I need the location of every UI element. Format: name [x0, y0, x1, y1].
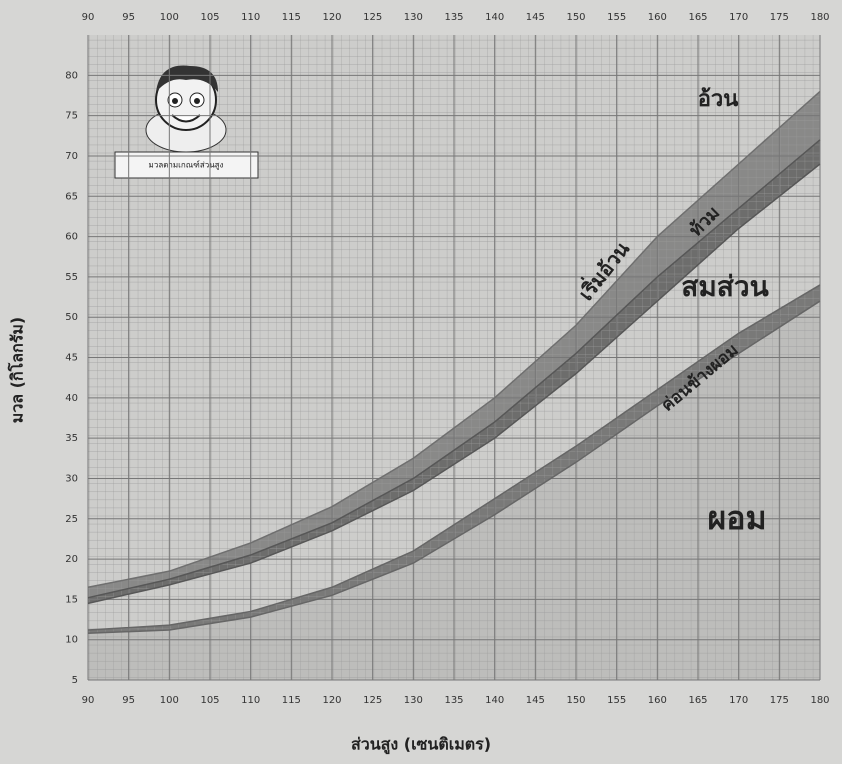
region-label: ผอม — [707, 499, 766, 537]
x-tick-label: 155 — [607, 695, 626, 706]
y-tick-label: 40 — [65, 393, 78, 404]
x-tick-label: 120 — [322, 695, 341, 706]
x-tick-label-top: 155 — [607, 12, 626, 23]
x-tick-label-top: 115 — [282, 12, 301, 23]
x-tick-label-top: 170 — [729, 12, 748, 23]
x-tick-label-top: 120 — [322, 12, 341, 23]
x-tick-label-top: 175 — [770, 12, 789, 23]
x-tick-label: 130 — [404, 695, 423, 706]
x-tick-label: 95 — [122, 695, 135, 706]
x-tick-label-top: 165 — [688, 12, 707, 23]
x-tick-label-top: 90 — [82, 12, 95, 23]
x-tick-label: 145 — [526, 695, 545, 706]
x-tick-label: 160 — [648, 695, 667, 706]
y-tick-label: 30 — [65, 473, 78, 484]
x-tick-label: 110 — [241, 695, 260, 706]
y-tick-label: 80 — [65, 70, 78, 81]
x-axis-title: ส่วนสูง (เซนติเมตร) — [351, 735, 491, 756]
y-tick-label: 10 — [65, 635, 78, 646]
y-tick-label: 70 — [65, 151, 78, 162]
x-tick-label: 165 — [688, 695, 707, 706]
x-tick-label-top: 150 — [566, 12, 585, 23]
x-tick-label-top: 105 — [200, 12, 219, 23]
x-tick-label-top: 95 — [122, 12, 135, 23]
box-label: มวลตามเกณฑ์ส่วนสูง — [149, 160, 224, 171]
x-tick-label: 90 — [82, 695, 95, 706]
y-tick-label: 35 — [65, 433, 78, 444]
region-label: สมส่วน — [681, 270, 769, 303]
x-tick-label: 115 — [282, 695, 301, 706]
x-tick-label-top: 130 — [404, 12, 423, 23]
x-tick-label: 100 — [160, 695, 179, 706]
x-tick-label-top: 160 — [648, 12, 667, 23]
x-tick-label: 135 — [444, 695, 463, 706]
x-tick-label: 180 — [810, 695, 829, 706]
y-tick-label: 60 — [65, 232, 78, 243]
x-tick-label: 125 — [363, 695, 382, 706]
y-tick-label: 50 — [65, 312, 78, 323]
y-tick-label: 5 — [72, 675, 78, 686]
y-tick-label: 45 — [65, 353, 78, 364]
x-tick-label-top: 110 — [241, 12, 260, 23]
x-tick-label: 170 — [729, 695, 748, 706]
x-tick-label-top: 145 — [526, 12, 545, 23]
chart: ส่วนสูง (เซนติเมตร) มวล (กิโลกรัม) มวลตา… — [0, 0, 842, 764]
y-tick-label: 20 — [65, 554, 78, 565]
x-tick-label: 150 — [566, 695, 585, 706]
y-tick-label: 15 — [65, 594, 78, 605]
y-tick-label: 65 — [65, 191, 78, 202]
x-tick-label-top: 135 — [444, 12, 463, 23]
x-tick-label-top: 140 — [485, 12, 504, 23]
y-tick-label: 75 — [65, 111, 78, 122]
x-tick-label: 175 — [770, 695, 789, 706]
y-tick-label: 25 — [65, 514, 78, 525]
region-label: อ้วน — [698, 87, 739, 112]
y-axis-title: มวล (กิโลกรัม) — [7, 317, 27, 423]
y-tick-label: 55 — [65, 272, 78, 283]
x-tick-label: 140 — [485, 695, 504, 706]
x-tick-label-top: 100 — [160, 12, 179, 23]
x-tick-label: 105 — [200, 695, 219, 706]
x-tick-label-top: 125 — [363, 12, 382, 23]
x-tick-label-top: 180 — [810, 12, 829, 23]
